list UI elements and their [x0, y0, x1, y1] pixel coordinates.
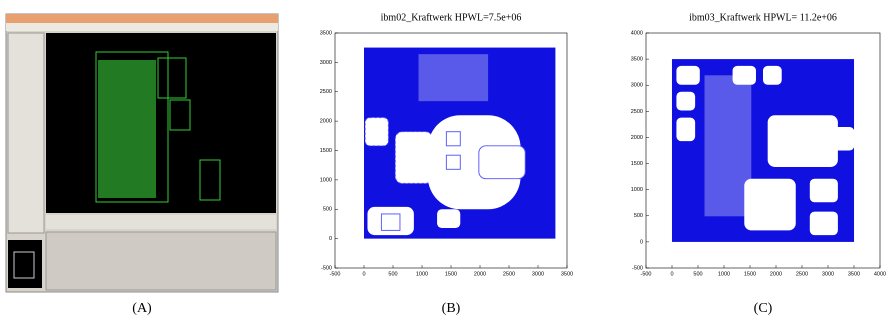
y-tick-label: -500	[632, 265, 643, 271]
macro	[446, 155, 460, 169]
placement	[672, 59, 854, 242]
macro	[437, 209, 460, 228]
macro	[446, 132, 460, 146]
x-tick-label: 1500	[744, 271, 756, 277]
toolbar	[8, 33, 44, 233]
console	[46, 232, 276, 290]
x-tick-label: 0	[670, 271, 673, 277]
y-tick-label: 2500	[320, 89, 332, 95]
y-tick-label: 1000	[320, 177, 332, 183]
y-tick-label: 3000	[320, 60, 332, 66]
x-tick-label: 500	[693, 271, 702, 277]
x-tick-label: 1500	[445, 271, 457, 277]
macro	[810, 179, 838, 203]
y-tick-label: 4000	[631, 30, 643, 36]
x-tick-label: 3000	[532, 271, 544, 277]
y-tick-label: 2000	[631, 135, 643, 141]
x-tick-label: -500	[329, 271, 340, 277]
y-tick-label: 3500	[320, 30, 332, 36]
caption: (A)	[132, 301, 152, 316]
chart-title: ibm02_Kraftwerk HPWL=7.5e+06	[381, 12, 522, 23]
figure: (A) (B) (C) ibm02_Kraftwerk HPWL=7.5e+06…	[0, 0, 886, 320]
chart-title: ibm03_Kraftwerk HPWL= 11.2e+06	[689, 12, 837, 23]
x-tick-label: 3000	[822, 271, 834, 277]
macro	[676, 118, 695, 142]
cell-cluster	[705, 75, 752, 216]
x-tick-label: 4000	[874, 271, 886, 277]
cell-cluster	[419, 54, 489, 101]
menu-bar	[6, 23, 278, 31]
layout-canvas	[46, 33, 276, 213]
status-bar	[46, 215, 276, 229]
caption: (C)	[754, 301, 773, 316]
macro	[810, 212, 838, 236]
y-tick-label: 3000	[631, 83, 643, 89]
macro	[744, 179, 795, 231]
macro	[768, 115, 838, 167]
macro	[733, 66, 756, 85]
placement	[364, 48, 555, 239]
caption: (B)	[442, 301, 461, 316]
macro	[676, 92, 695, 111]
cells	[98, 60, 156, 198]
overview	[8, 240, 42, 288]
y-tick-label: -500	[321, 265, 332, 271]
x-tick-label: -500	[640, 271, 651, 277]
y-tick-label: 1500	[631, 161, 643, 167]
x-tick-label: 3500	[848, 271, 860, 277]
y-tick-label: 500	[323, 207, 332, 213]
y-tick-label: 2000	[320, 119, 332, 125]
x-tick-label: 2000	[474, 271, 486, 277]
y-tick-label: 3500	[631, 57, 643, 63]
y-tick-label: 0	[640, 239, 643, 245]
x-tick-label: 2500	[503, 271, 515, 277]
figure-canvas: (A) (B) (C) ibm02_Kraftwerk HPWL=7.5e+06…	[0, 0, 886, 320]
macro	[381, 214, 400, 230]
x-tick-label: 1000	[718, 271, 730, 277]
screenshot	[6, 14, 278, 292]
y-tick-label: 1000	[631, 187, 643, 193]
y-tick-label: 2500	[631, 109, 643, 115]
macro	[365, 118, 388, 146]
macro	[676, 66, 699, 85]
x-tick-label: 3500	[561, 271, 573, 277]
x-tick-label: 2500	[796, 271, 808, 277]
y-tick-label: 500	[634, 213, 643, 219]
y-tick-label: 1500	[320, 148, 332, 154]
x-tick-label: 500	[388, 271, 397, 277]
title-bar	[6, 14, 278, 23]
x-tick-label: 0	[362, 271, 365, 277]
macro	[833, 127, 854, 151]
macro	[763, 66, 782, 85]
macro	[395, 132, 432, 184]
x-tick-label: 1000	[416, 271, 428, 277]
y-tick-label: 0	[329, 236, 332, 242]
macro	[479, 146, 525, 179]
x-tick-label: 2000	[770, 271, 782, 277]
